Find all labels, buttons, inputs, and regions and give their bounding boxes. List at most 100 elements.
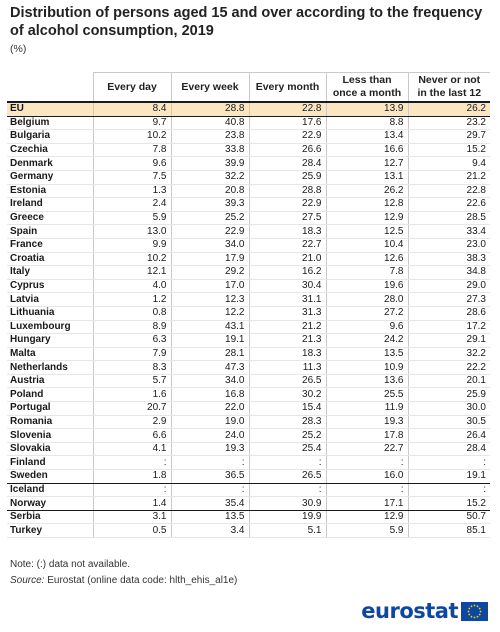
table-cell: 1.3 xyxy=(92,184,171,199)
row-label: Netherlands xyxy=(7,360,93,375)
table-cell: 25.5 xyxy=(325,387,408,403)
source-label: Source: xyxy=(10,575,45,586)
table-cell: 12.1 xyxy=(92,265,171,280)
table-cell: 29.1 xyxy=(407,333,490,348)
table-cell: 19.1 xyxy=(407,469,490,484)
table-cell: 36.5 xyxy=(170,469,249,484)
table-row: Denmark 9.6 39.9 28.4 12.7 9.4 xyxy=(7,156,490,171)
row-label: Croatia xyxy=(7,252,93,267)
table-cell: 30.0 xyxy=(407,401,490,416)
table-row: Italy 12.1 29.2 16.2 7.8 34.8 xyxy=(7,265,490,280)
table-cell: 17.1 xyxy=(325,496,408,511)
table-row: Belgium 9.7 40.8 17.6 8.8 23.2 xyxy=(7,116,490,131)
row-label: Spain xyxy=(7,224,93,239)
row-label: Bulgaria xyxy=(7,129,93,144)
table-cell: 8.4 xyxy=(92,102,171,117)
table-row: Sweden 1.8 36.5 26.5 16.0 19.1 xyxy=(7,469,490,484)
row-label: Ireland xyxy=(7,197,93,212)
table-cell: 10.2 xyxy=(92,129,171,144)
flag-star xyxy=(476,615,479,618)
table-header: Every day Every week Every month Less th… xyxy=(7,72,490,103)
table-cell: 39.9 xyxy=(170,156,249,171)
table-row: Austria 5.7 34.0 26.5 13.6 20.1 xyxy=(7,374,490,389)
table-cell: 25.2 xyxy=(170,211,249,226)
table-cell: 28.0 xyxy=(325,292,408,307)
eurostat-logo: eurostat xyxy=(361,599,488,623)
table-cell: 28.4 xyxy=(248,156,326,171)
table-row: Slovenia 6.6 24.0 25.2 17.8 26.4 xyxy=(7,428,490,443)
table-cell: 4.0 xyxy=(92,279,171,294)
table-cell: 25.4 xyxy=(248,442,326,457)
table-row: Poland 1.6 16.8 30.2 25.5 25.9 xyxy=(7,387,490,403)
table-cell: 3.4 xyxy=(170,523,249,538)
flag-star xyxy=(476,604,479,607)
table-cell: 22.9 xyxy=(248,129,326,144)
table-cell: 28.1 xyxy=(170,347,249,362)
table-body: EU 8.4 28.8 22.8 13.9 26.2 Belgium 9.7 40.8 17.6 8… xyxy=(7,102,490,538)
table-row: Greece 5.9 25.2 27.5 12.9 28.5 xyxy=(7,211,490,226)
table-cell: 0.5 xyxy=(92,523,171,538)
table-cell: 17.9 xyxy=(170,252,249,267)
table-cell: 22.8 xyxy=(248,102,326,117)
table-row: Norway 1.4 35.4 30.9 17.1 15.2 xyxy=(7,496,490,511)
table-cell: 5.9 xyxy=(325,523,408,538)
column-header: Less than once a month xyxy=(325,72,408,103)
table-cell: 31.1 xyxy=(248,292,326,307)
table-cell: : xyxy=(170,455,249,471)
data-table: Every day Every week Every month Less th… xyxy=(7,72,490,538)
row-label: Belgium xyxy=(7,116,93,131)
table-cell: 10.2 xyxy=(92,252,171,267)
row-label: Austria xyxy=(7,374,93,389)
table-cell: 0.8 xyxy=(92,306,171,321)
table-row: Netherlands 8.3 47.3 11.3 10.9 22.2 xyxy=(7,360,490,375)
table-row: France 9.9 34.0 22.7 10.4 23.0 xyxy=(7,238,490,253)
table-cell: 21.3 xyxy=(248,333,326,348)
table-cell: 20.1 xyxy=(407,374,490,389)
table-cell: 4.1 xyxy=(92,442,171,457)
row-label: Cyprus xyxy=(7,279,93,294)
table-cell: 23.2 xyxy=(407,116,490,131)
table-cell: 13.9 xyxy=(325,102,408,117)
table-row: Malta 7.9 28.1 18.3 13.5 32.2 xyxy=(7,347,490,362)
table-cell: 16.6 xyxy=(325,143,408,158)
row-label: Poland xyxy=(7,387,93,403)
table-cell: 25.2 xyxy=(248,428,326,443)
table-cell: 22.6 xyxy=(407,197,490,212)
row-label: Denmark xyxy=(7,156,93,171)
table-row: Turkey 0.5 3.4 5.1 5.9 85.1 xyxy=(7,523,490,538)
table-cell: 19.1 xyxy=(170,333,249,348)
table-cell: 17.2 xyxy=(407,320,490,335)
table-cell: 35.4 xyxy=(170,496,249,511)
table-row: Serbia 3.1 13.5 19.9 12.9 50.7 xyxy=(7,510,490,525)
table-cell: 23.0 xyxy=(407,238,490,253)
table-cell: 8.8 xyxy=(325,116,408,131)
table-cell: 12.9 xyxy=(325,211,408,226)
table-cell: 30.5 xyxy=(407,415,490,430)
table-row: Latvia 1.2 12.3 31.1 28.0 27.3 xyxy=(7,292,490,307)
flag-star xyxy=(473,616,476,618)
row-label: Greece xyxy=(7,211,93,226)
table-cell: 29.2 xyxy=(170,265,249,280)
table-row: Bulgaria 10.2 23.8 22.9 13.4 29.7 xyxy=(7,129,490,144)
table-cell: 27.2 xyxy=(325,306,408,321)
table-cell: 33.8 xyxy=(170,143,249,158)
note-text: Note: (:) data not available. xyxy=(10,559,131,570)
table-cell: 33.4 xyxy=(407,224,490,239)
table-row: Hungary 6.3 19.1 21.3 24.2 29.1 xyxy=(7,333,490,348)
table-cell: 7.8 xyxy=(325,265,408,280)
row-label: Czechia xyxy=(7,143,93,158)
table-cell: 85.1 xyxy=(407,523,490,538)
table-cell: 22.8 xyxy=(407,184,490,199)
table-row: Germany 7.5 32.2 25.9 13.1 21.2 xyxy=(7,170,490,185)
table-cell: : xyxy=(407,483,490,498)
table-cell: 27.5 xyxy=(248,211,326,226)
column-header: Every day xyxy=(92,72,171,103)
table-cell: 15.2 xyxy=(407,496,490,511)
unit-label: (%) xyxy=(10,43,27,55)
flag-star xyxy=(478,613,481,615)
table-cell: 50.7 xyxy=(407,510,490,525)
table-cell: 6.6 xyxy=(92,428,171,443)
table-cell: 9.6 xyxy=(325,320,408,335)
table-cell: 13.5 xyxy=(170,510,249,525)
table-cell: 39.3 xyxy=(170,197,249,212)
